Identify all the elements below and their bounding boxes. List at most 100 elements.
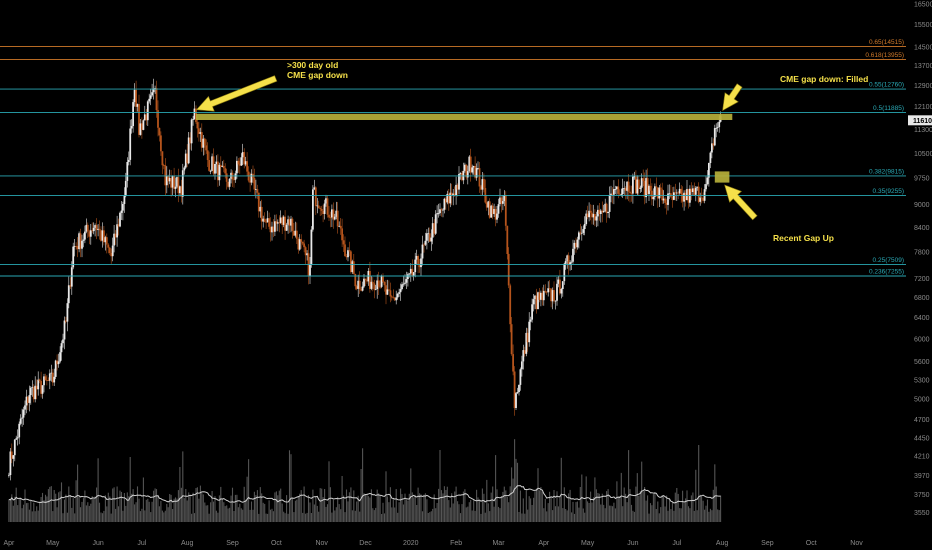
candle-body	[281, 217, 284, 225]
candle-body	[420, 258, 422, 268]
candle-body	[160, 135, 162, 152]
candle-body	[295, 230, 298, 239]
candlesticks	[8, 78, 722, 481]
candle-body	[519, 369, 522, 385]
price-tick-label: 6000	[914, 336, 930, 343]
candle-body	[303, 243, 305, 248]
candle-body	[127, 159, 130, 162]
candle-body	[48, 373, 51, 381]
candle-body	[154, 88, 156, 89]
candle-body	[328, 214, 330, 218]
time-axis[interactable]: Apr May Jun Jul Aug Sep Oct Nov Dec 2020 Feb Mar Apr…	[3, 540, 863, 547]
candle-body	[269, 226, 272, 233]
candle-body	[123, 195, 126, 204]
price-axis[interactable]: 3550 3750 3970 4210 4450 4700 5000 5300 5600 6000…	[908, 2, 932, 518]
candle-body	[352, 261, 355, 274]
gap-zones	[196, 113, 733, 183]
candle-body	[431, 223, 434, 238]
candle-body	[279, 217, 282, 223]
candle-body	[148, 98, 151, 102]
candle-body	[700, 197, 703, 199]
candle-body	[203, 138, 206, 146]
candle-body	[382, 276, 384, 282]
price-tick-label: 7200	[914, 276, 930, 283]
price-tick-label: 16500	[914, 2, 932, 9]
candle-body	[673, 192, 675, 200]
candle-body	[582, 229, 585, 233]
candle-body	[635, 176, 637, 194]
price-tick-label: 9000	[914, 202, 930, 209]
candle-body	[461, 173, 463, 181]
candle-body	[38, 379, 41, 381]
candle-body	[32, 387, 35, 400]
candle-body	[458, 174, 460, 190]
candle-body	[104, 237, 107, 243]
candle-body	[155, 88, 158, 111]
candle-body	[103, 230, 105, 243]
candle-body	[342, 240, 345, 245]
price-tick-label: 11300	[914, 127, 932, 134]
candle-body	[224, 168, 227, 174]
candle-body	[200, 132, 203, 148]
candle-body	[570, 261, 573, 263]
candle-body	[347, 250, 349, 258]
candle-body	[428, 233, 431, 242]
candle-body	[567, 255, 570, 265]
gap-zone-recent-gap-up	[714, 171, 730, 183]
candle-body	[62, 339, 64, 344]
candle-body	[336, 210, 339, 227]
candle-body	[466, 171, 469, 178]
candle-body	[225, 173, 228, 182]
candle-body	[481, 179, 484, 190]
candle-body	[143, 114, 146, 121]
time-tick-label: May	[581, 540, 595, 547]
time-tick-label: Sep	[226, 540, 239, 547]
candle-body	[645, 178, 647, 198]
candle-body	[13, 439, 16, 456]
candle-body	[680, 188, 683, 194]
candle-body	[396, 293, 399, 298]
candle-body	[183, 167, 186, 171]
candle-body	[212, 156, 215, 174]
candle-body	[405, 279, 408, 283]
candle-body	[262, 218, 265, 222]
candle-body	[82, 239, 85, 241]
candle-body	[626, 181, 628, 191]
candle-body	[170, 178, 172, 188]
candle-body	[667, 193, 669, 205]
candle-body	[502, 201, 504, 204]
candle-body	[196, 122, 199, 129]
candle-body	[683, 192, 685, 202]
price-tick-label: 5600	[914, 359, 930, 366]
candle-body	[588, 210, 590, 218]
candle-body	[664, 198, 666, 203]
candle-body	[632, 176, 634, 194]
candle-body	[95, 225, 98, 230]
candle-body	[480, 186, 482, 190]
time-tick-label: Apr	[3, 540, 15, 547]
candle-body	[389, 290, 392, 297]
candle-body	[364, 278, 367, 281]
candle-body	[221, 165, 224, 167]
candle-body	[19, 418, 22, 424]
candle-body	[265, 221, 267, 223]
candle-body	[459, 173, 462, 174]
candle-body	[284, 216, 286, 231]
fib-label: 0.618(13955)	[865, 52, 904, 59]
candle-body	[310, 229, 313, 265]
candle-body	[423, 244, 425, 246]
candle-body	[91, 230, 94, 232]
candle-body	[199, 132, 202, 134]
candle-body	[257, 192, 260, 212]
price-tick-label: 4700	[914, 417, 930, 424]
candle-body	[162, 165, 165, 166]
candle-body	[662, 198, 665, 201]
candle-body	[113, 233, 115, 246]
candle-body	[136, 104, 139, 107]
candle-body	[300, 239, 303, 242]
candle-body	[314, 187, 317, 206]
candle-body	[174, 186, 177, 189]
candle-body	[18, 423, 21, 438]
annotations: >300 day old CME gap down CME gap down: Fi…	[195, 60, 868, 243]
